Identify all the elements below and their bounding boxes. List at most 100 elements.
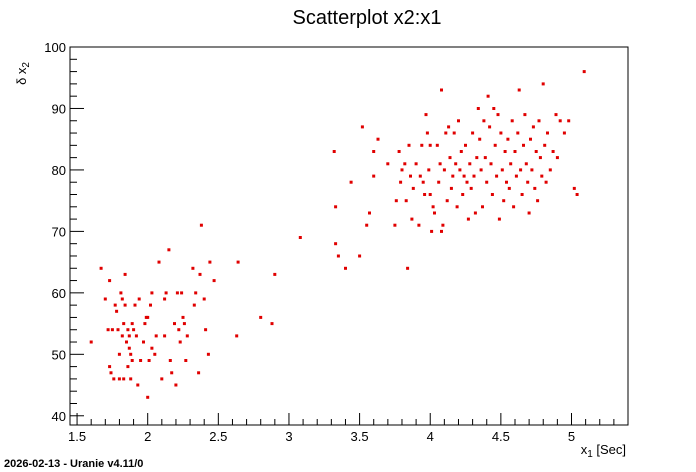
data-point: [476, 107, 480, 110]
data-point: [167, 248, 171, 252]
data-point: [116, 328, 120, 332]
data-point: [181, 315, 185, 319]
data-point: [447, 125, 451, 129]
data-point: [514, 174, 518, 178]
data-point: [582, 70, 586, 74]
data-point: [533, 186, 537, 190]
data-point: [133, 303, 137, 307]
x-tick-label: 3.5: [351, 429, 369, 444]
data-point: [572, 186, 576, 190]
data-point: [440, 229, 443, 233]
data-point: [444, 131, 448, 135]
data-point: [481, 205, 484, 209]
data-point: [411, 186, 415, 190]
data-point: [452, 131, 456, 135]
x-tick-label: 3: [285, 429, 292, 444]
data-point: [496, 113, 500, 117]
data-point: [531, 125, 535, 129]
data-point: [537, 119, 541, 123]
data-point: [562, 131, 566, 135]
data-point: [178, 340, 182, 344]
data-point: [492, 107, 496, 110]
data-point: [170, 371, 174, 375]
x-tick-label: 5: [568, 429, 575, 444]
data-point: [136, 383, 140, 387]
y-tick-label: 40: [52, 409, 66, 424]
data-point: [418, 174, 422, 178]
data-point: [208, 260, 212, 264]
data-point: [113, 303, 117, 307]
data-point: [117, 352, 121, 356]
data-point: [524, 162, 528, 166]
data-point: [360, 125, 364, 129]
data-point: [475, 156, 479, 160]
data-point: [180, 291, 184, 295]
data-point: [397, 150, 401, 153]
data-point: [146, 315, 150, 319]
plot-frame: [69, 46, 629, 426]
data-point: [428, 193, 432, 196]
x-tick-label: 1.5: [68, 429, 86, 444]
data-point: [108, 365, 112, 369]
data-point: [123, 303, 127, 307]
data-point: [489, 162, 493, 166]
data-point: [89, 340, 93, 344]
data-point: [451, 174, 455, 178]
data-point: [466, 217, 470, 221]
data-point: [198, 272, 202, 276]
x-tick-label: 4: [427, 429, 434, 444]
data-point: [437, 180, 441, 184]
data-point: [448, 156, 452, 160]
data-point: [469, 186, 473, 190]
data-point: [516, 131, 520, 135]
data-point: [420, 143, 424, 147]
data-point: [368, 211, 371, 215]
data-point: [153, 352, 157, 356]
data-point: [500, 168, 504, 172]
data-point: [110, 328, 114, 332]
data-point: [182, 322, 186, 326]
data-point: [154, 334, 158, 338]
data-point: [184, 359, 188, 362]
data-point: [204, 328, 208, 332]
data-point: [120, 297, 124, 301]
data-point: [417, 223, 421, 227]
data-point: [127, 346, 131, 350]
data-point: [530, 168, 534, 172]
data-point: [523, 113, 527, 117]
data-point: [365, 223, 369, 227]
data-point: [212, 279, 216, 283]
data-point: [575, 193, 579, 196]
data-point: [168, 359, 172, 362]
data-point: [414, 162, 418, 166]
data-point: [471, 131, 475, 135]
data-point: [509, 162, 513, 166]
data-point: [406, 266, 410, 270]
data-point: [548, 168, 552, 172]
data-point: [119, 291, 123, 295]
data-point: [435, 143, 439, 147]
data-point: [157, 260, 161, 264]
y-axis-label: δ x2: [14, 62, 32, 85]
data-point: [507, 186, 511, 190]
data-point: [512, 205, 516, 209]
data-point: [130, 359, 134, 362]
data-point: [185, 334, 189, 338]
data-point: [449, 186, 453, 190]
data-point: [259, 315, 263, 319]
data-point: [117, 377, 121, 381]
x-axis-label: x1 [Sec]: [581, 442, 626, 460]
data-point: [522, 143, 525, 147]
data-point: [139, 359, 143, 362]
data-point: [103, 297, 107, 301]
data-point: [472, 174, 476, 178]
data-point: [126, 365, 130, 369]
data-point: [536, 199, 540, 203]
data-point: [529, 137, 532, 141]
data-point: [126, 328, 130, 332]
data-point: [517, 88, 521, 92]
data-point: [425, 131, 429, 135]
data-point: [174, 383, 178, 387]
data-point: [137, 297, 141, 301]
